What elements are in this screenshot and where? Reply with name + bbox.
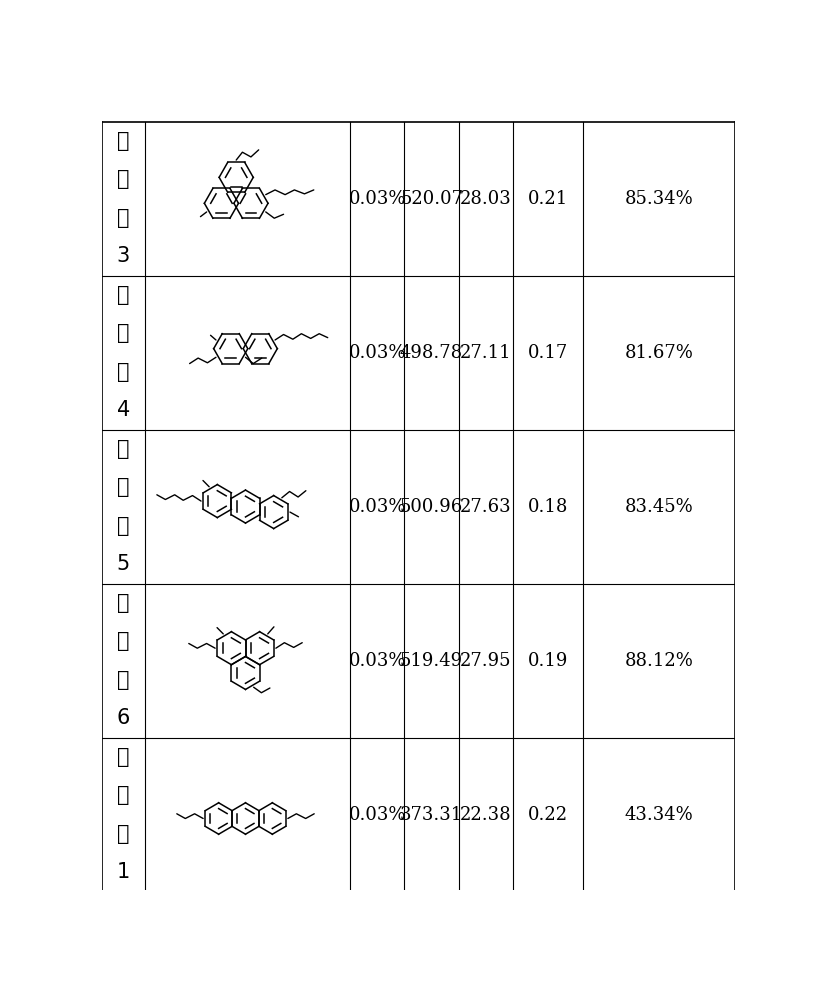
Text: 实: 实 bbox=[117, 285, 130, 305]
Text: 对: 对 bbox=[117, 747, 130, 767]
Text: 27.95: 27.95 bbox=[460, 652, 511, 670]
Text: 0.03%: 0.03% bbox=[349, 806, 406, 824]
Text: 施: 施 bbox=[117, 631, 130, 651]
Text: 6: 6 bbox=[117, 708, 130, 728]
Text: 例: 例 bbox=[117, 670, 130, 690]
Text: 0.03%: 0.03% bbox=[349, 498, 406, 516]
Text: 例: 例 bbox=[117, 516, 130, 536]
Text: 施: 施 bbox=[117, 323, 130, 343]
Text: 519.49: 519.49 bbox=[400, 652, 463, 670]
Text: 88.12%: 88.12% bbox=[624, 652, 694, 670]
Text: 373.31: 373.31 bbox=[400, 806, 463, 824]
Text: 施: 施 bbox=[117, 169, 130, 189]
Text: 0.17: 0.17 bbox=[528, 344, 568, 362]
Text: 例: 例 bbox=[117, 208, 130, 228]
Text: 5: 5 bbox=[117, 554, 130, 574]
Text: 例: 例 bbox=[117, 824, 130, 844]
Text: 500.96: 500.96 bbox=[400, 498, 463, 516]
Text: 0.03%: 0.03% bbox=[349, 190, 406, 208]
Text: 3: 3 bbox=[117, 246, 130, 266]
Text: 0.19: 0.19 bbox=[528, 652, 568, 670]
Text: 85.34%: 85.34% bbox=[624, 190, 694, 208]
Text: 43.34%: 43.34% bbox=[624, 806, 694, 824]
Text: 498.78: 498.78 bbox=[400, 344, 463, 362]
Text: 施: 施 bbox=[117, 477, 130, 497]
Text: 实: 实 bbox=[117, 593, 130, 613]
Text: 4: 4 bbox=[117, 400, 130, 420]
Text: 比: 比 bbox=[117, 785, 130, 805]
Text: 实: 实 bbox=[117, 131, 130, 151]
Text: 1: 1 bbox=[117, 862, 130, 882]
Text: 例: 例 bbox=[117, 362, 130, 382]
Text: 0.22: 0.22 bbox=[528, 806, 568, 824]
Text: 0.18: 0.18 bbox=[528, 498, 568, 516]
Text: 22.38: 22.38 bbox=[460, 806, 511, 824]
Text: 0.21: 0.21 bbox=[528, 190, 568, 208]
Text: 81.67%: 81.67% bbox=[624, 344, 694, 362]
Text: 83.45%: 83.45% bbox=[624, 498, 694, 516]
Text: 27.63: 27.63 bbox=[460, 498, 511, 516]
Text: 实: 实 bbox=[117, 439, 130, 459]
Text: 0.03%: 0.03% bbox=[349, 344, 406, 362]
Text: 28.03: 28.03 bbox=[460, 190, 511, 208]
Text: 0.03%: 0.03% bbox=[349, 652, 406, 670]
Text: 520.07: 520.07 bbox=[400, 190, 463, 208]
Text: 27.11: 27.11 bbox=[460, 344, 511, 362]
